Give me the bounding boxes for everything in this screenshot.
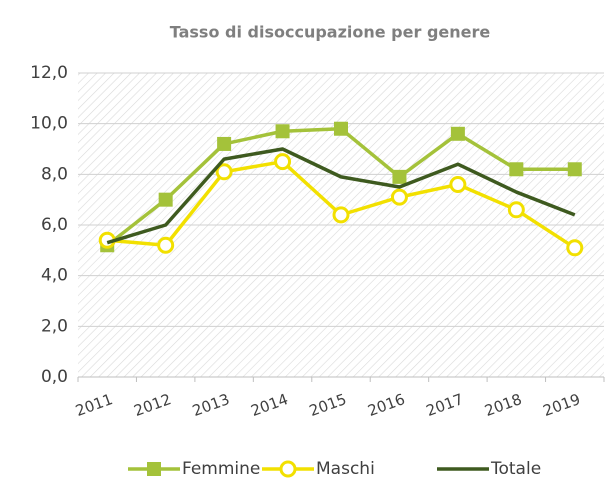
y-tick-label: 6,0 xyxy=(41,215,68,235)
chart-title: Tasso di disoccupazione per genere xyxy=(170,23,491,42)
marker xyxy=(390,188,408,206)
legend-marker xyxy=(279,460,297,478)
legend-label: Femmine xyxy=(182,459,260,479)
marker xyxy=(215,163,233,181)
marker xyxy=(392,169,407,184)
series-line xyxy=(106,147,576,245)
marker xyxy=(566,239,584,257)
x-tick-label: 2016 xyxy=(365,390,407,420)
marker xyxy=(158,192,173,207)
marker xyxy=(217,136,232,151)
marker xyxy=(157,236,175,254)
y-tick-label: 0,0 xyxy=(41,367,68,387)
y-tick-label: 2,0 xyxy=(41,316,68,336)
x-tick-label: 2015 xyxy=(307,390,349,420)
legend-label: Totale xyxy=(490,459,541,479)
x-tick-label: 2017 xyxy=(424,390,466,420)
marker xyxy=(334,121,348,136)
x-tick-label: 2018 xyxy=(482,390,524,420)
marker xyxy=(507,201,525,219)
x-tick-label: 2014 xyxy=(248,390,290,420)
legend-label: Maschi xyxy=(316,459,375,479)
x-tick-label: 2012 xyxy=(132,390,174,420)
x-tick-label: 2011 xyxy=(73,390,115,420)
marker xyxy=(567,162,582,177)
marker xyxy=(449,175,467,193)
y-tick-label: 4,0 xyxy=(41,266,68,286)
marker xyxy=(332,206,350,224)
y-tick-label: 8,0 xyxy=(41,164,68,184)
x-tick-label: 2019 xyxy=(541,390,583,420)
y-tick-label: 10,0 xyxy=(30,114,68,134)
y-tick-label: 12,0 xyxy=(30,63,68,83)
x-tick-label: 2013 xyxy=(190,390,232,420)
marker xyxy=(509,162,524,177)
marker xyxy=(450,126,465,141)
marker xyxy=(274,153,292,171)
marker xyxy=(275,124,290,139)
legend-marker xyxy=(147,462,161,476)
